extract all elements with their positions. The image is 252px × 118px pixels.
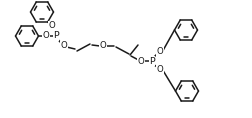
Text: P: P bbox=[53, 32, 59, 40]
Text: O: O bbox=[49, 21, 55, 30]
Text: O: O bbox=[157, 48, 163, 57]
Text: O: O bbox=[138, 57, 144, 65]
Text: O: O bbox=[43, 32, 49, 40]
Text: O: O bbox=[100, 42, 106, 51]
Text: O: O bbox=[157, 65, 163, 74]
Text: P: P bbox=[149, 57, 155, 65]
Text: O: O bbox=[61, 42, 67, 51]
